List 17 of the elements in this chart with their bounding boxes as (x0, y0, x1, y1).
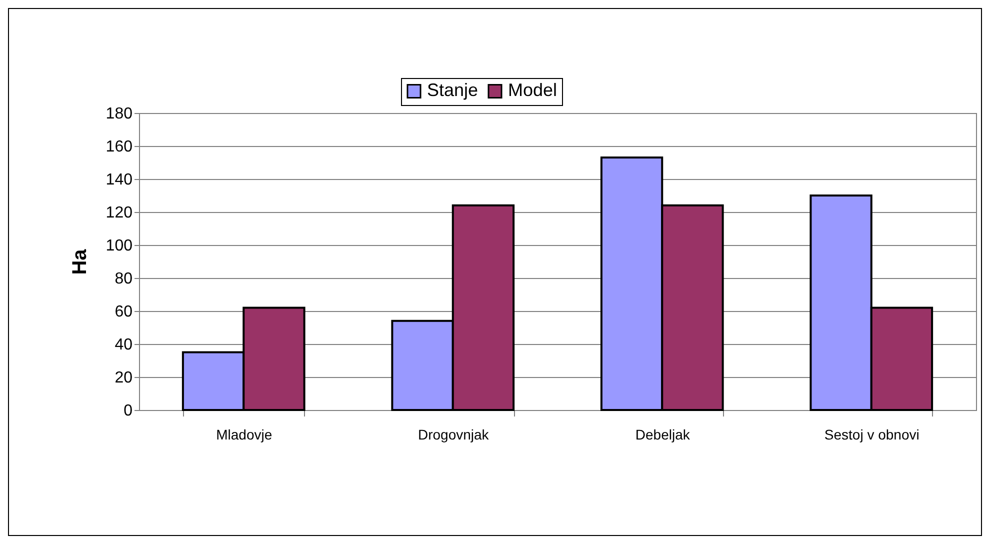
y-tick-label: 140 (106, 172, 133, 188)
y-tick-label: 120 (106, 204, 133, 222)
y-tick-label: 160 (106, 138, 133, 156)
y-tick-label: 80 (114, 270, 133, 288)
y-tick-label: 100 (106, 238, 133, 254)
x-tick-label: Drogovnjak (418, 426, 490, 442)
y-tick-label: 20 (114, 370, 133, 386)
legend-label: Stanje (427, 80, 478, 100)
legend-label: Model (508, 80, 558, 100)
x-tick-label: Sestoj v obnovi (824, 426, 920, 442)
y-axis-title: Ha (68, 248, 91, 275)
y-tick-label: 60 (114, 304, 133, 320)
y-tick-label: 40 (114, 336, 133, 354)
y-tick-label: 180 (106, 106, 133, 122)
x-tick-label: Debeljak (635, 426, 691, 442)
x-tick-label: Mladovje (216, 426, 272, 442)
y-tick-label: 0 (124, 402, 133, 420)
